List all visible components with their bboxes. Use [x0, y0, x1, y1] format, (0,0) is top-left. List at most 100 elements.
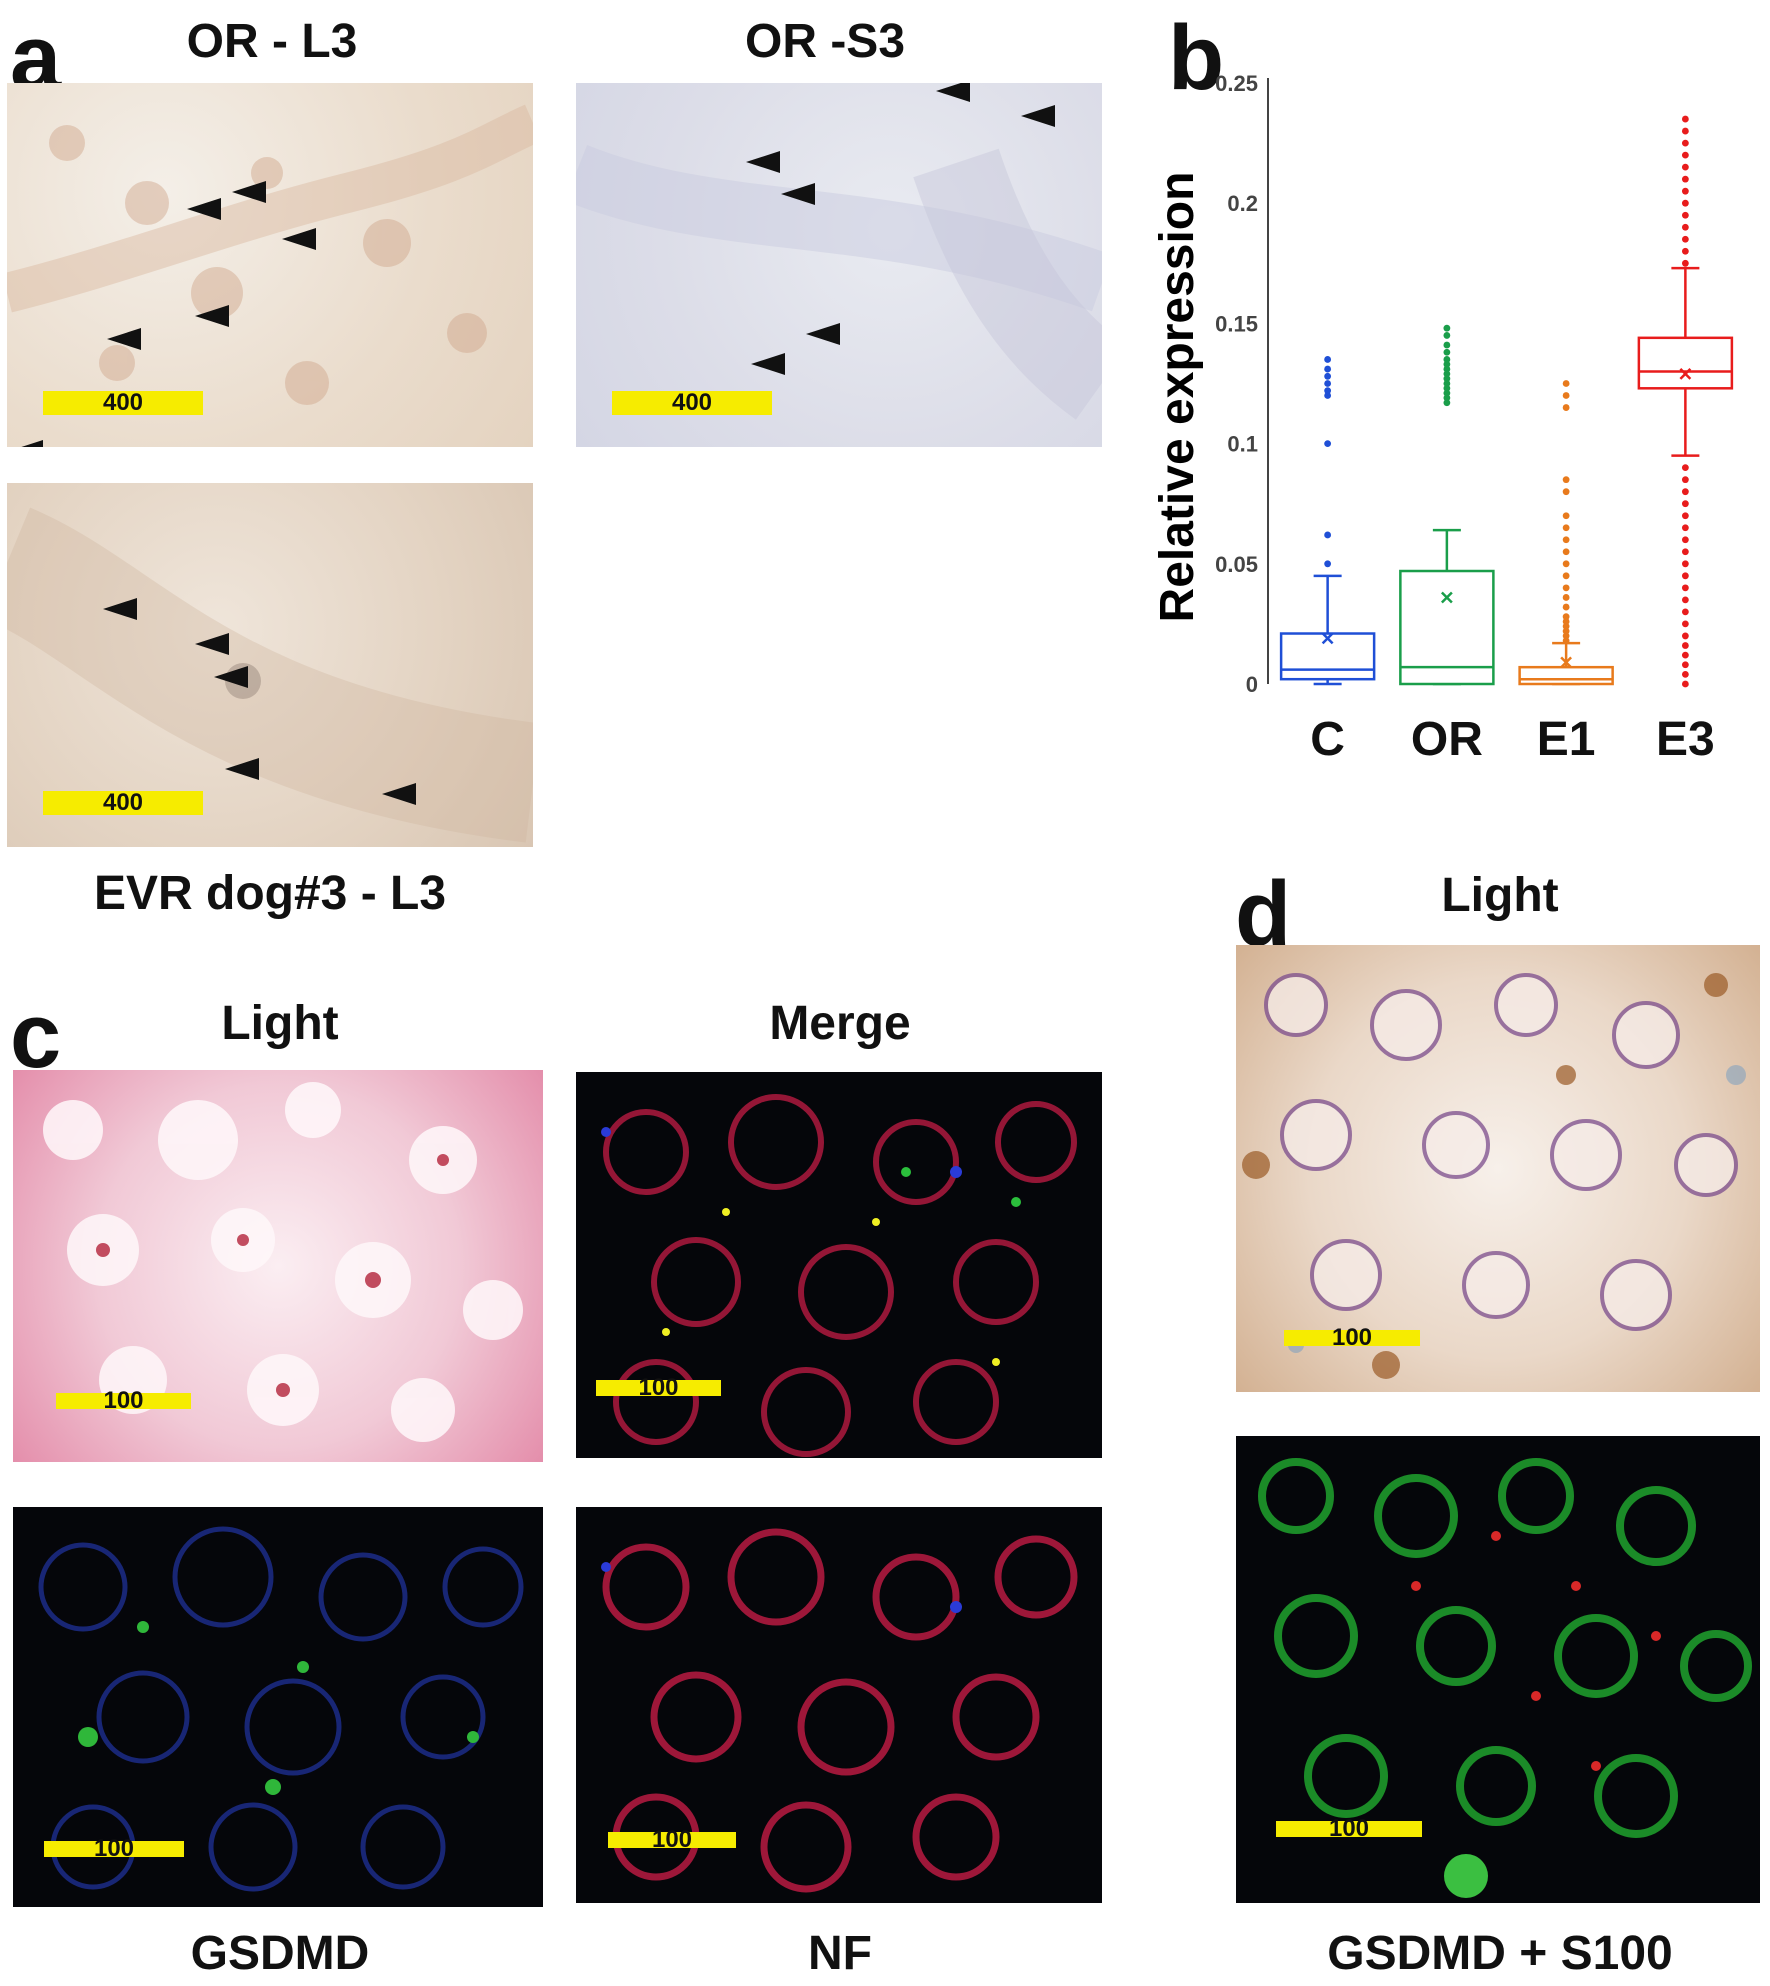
outlier-point — [1681, 247, 1689, 255]
outlier-point — [1681, 115, 1689, 123]
scale-bar-400: 400 — [612, 391, 772, 415]
arrowhead — [751, 353, 785, 375]
y-tick-label: 0.15 — [1215, 311, 1258, 336]
outlier-point — [1681, 151, 1689, 159]
arrowhead — [9, 440, 43, 447]
outlier-point — [1443, 384, 1451, 392]
outlier-point — [1681, 632, 1689, 640]
outlier-point — [1681, 259, 1689, 267]
outlier-point — [1681, 512, 1689, 520]
outlier-point — [1562, 380, 1570, 387]
outlier-point — [1562, 404, 1570, 411]
arrowhead — [781, 183, 815, 205]
outlier-point — [1681, 620, 1689, 628]
outlier-point — [1681, 175, 1689, 183]
outlier-point — [1681, 584, 1689, 592]
box-e3: E3 — [1637, 115, 1734, 766]
tissue-texture — [576, 145, 1102, 420]
scale-bar-100: 100 — [608, 1828, 736, 1852]
outlier-point — [1324, 392, 1332, 399]
scale-bar-100: 100 — [1276, 1817, 1422, 1841]
outlier-point — [1681, 670, 1689, 678]
ihc-image-evr-dog3-l3: 400 — [7, 483, 533, 847]
micrograph-d-light: 100 — [1236, 945, 1760, 1392]
arrowhead — [103, 598, 137, 620]
ihc-image-or-l3: 400 — [7, 83, 533, 447]
arrowhead — [107, 328, 141, 350]
scale-bar-100: 100 — [1284, 1326, 1420, 1350]
outlier-point — [1681, 223, 1689, 231]
outlier-point — [1681, 560, 1689, 568]
outlier-point — [1562, 594, 1570, 601]
outlier-point — [1681, 199, 1689, 207]
tissue-texture — [1242, 973, 1746, 1379]
outlier-point — [1681, 139, 1689, 147]
outlier-point — [1562, 603, 1570, 611]
scale-bar-100: 100 — [596, 1376, 721, 1400]
outlier-point — [1681, 524, 1689, 532]
outlier-point — [1443, 399, 1451, 407]
panel-d-title-light: Light — [1441, 869, 1559, 922]
outlier-point — [1681, 476, 1689, 484]
outlier-point — [1443, 341, 1451, 349]
fluorescence-texture — [601, 1528, 1078, 1893]
outlier-point — [1562, 512, 1570, 520]
outlier-point — [1562, 637, 1570, 645]
box-c: C — [1279, 356, 1376, 766]
outlier-point — [1324, 440, 1332, 447]
fluorescence-texture — [601, 1094, 1077, 1457]
x-tick-label: E1 — [1537, 713, 1596, 766]
outlier-point — [1562, 524, 1570, 532]
outlier-point — [1562, 613, 1570, 621]
outlier-point — [1443, 356, 1451, 363]
mean-marker — [1560, 656, 1573, 669]
micrograph-c-gsdmd: 100 — [13, 1507, 543, 1907]
outlier-point — [1681, 163, 1689, 171]
mean-marker — [1440, 591, 1453, 604]
outlier-point — [1562, 560, 1570, 568]
scale-bar-100: 100 — [44, 1837, 184, 1861]
outlier-point — [1562, 536, 1570, 544]
outlier-point — [1681, 680, 1689, 688]
outlier-point — [1681, 548, 1689, 556]
outlier-point — [1681, 596, 1689, 604]
outlier-point — [1562, 622, 1570, 630]
outlier-point — [1562, 392, 1570, 399]
box-or: OR — [1399, 324, 1495, 766]
outlier-point — [1681, 488, 1689, 496]
panel-c-title-light: Light — [221, 997, 339, 1050]
outlier-point — [1681, 572, 1689, 580]
outlier-point — [1324, 380, 1332, 387]
y-tick-label: 0.2 — [1227, 191, 1258, 216]
fluorescence-texture — [38, 1526, 524, 1892]
outlier-point — [1443, 324, 1451, 332]
panel-c-title-merge: Merge — [769, 997, 911, 1050]
arrowhead — [214, 666, 248, 688]
panel-a-caption-evr: EVR dog#3 - L3 — [93, 867, 447, 920]
arrowhead — [195, 305, 229, 327]
box-e1: E1 — [1518, 380, 1614, 766]
outlier-point — [1443, 375, 1451, 383]
arrowhead — [806, 323, 840, 345]
outlier-point — [1443, 348, 1451, 356]
outlier-point — [1562, 488, 1570, 496]
outlier-point — [1681, 500, 1689, 508]
y-tick-label: 0 — [1246, 672, 1258, 697]
arrowhead — [936, 83, 970, 102]
micrograph-c-light: 100 — [13, 1070, 543, 1462]
scale-bar-100: 100 — [56, 1389, 191, 1413]
micrograph-d-gsdmd-s100: 100 — [1236, 1436, 1760, 1903]
outlier-point — [1562, 618, 1570, 625]
x-tick-label: E3 — [1656, 713, 1715, 766]
scale-bar-400: 400 — [43, 791, 203, 815]
outlier-point — [1562, 584, 1570, 592]
arrowhead — [232, 181, 266, 203]
panel-a-title-or-l3: OR - L3 — [186, 15, 358, 68]
outlier-point — [1681, 127, 1689, 135]
y-tick-label: 0.1 — [1227, 432, 1258, 457]
outlier-point — [1681, 536, 1689, 544]
outlier-point — [1681, 651, 1689, 659]
panel-c-caption-nf: NF — [808, 1927, 872, 1980]
outlier-point — [1324, 531, 1332, 539]
outlier-point — [1681, 211, 1689, 219]
